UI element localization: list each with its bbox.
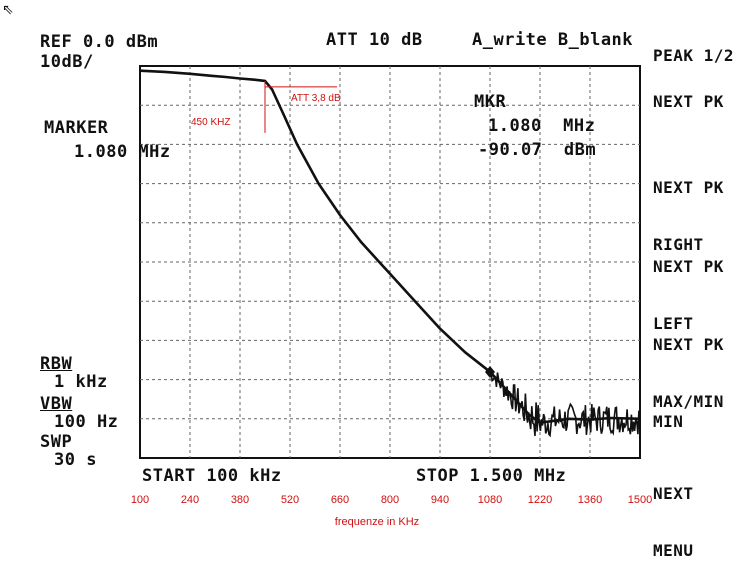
stop-frequency: STOP 1.500 MHz <box>416 466 567 486</box>
attenuation-label: ATT 10 dB <box>326 30 423 50</box>
x-tick-label: 1360 <box>578 494 602 506</box>
x-tick-label: 940 <box>431 494 449 506</box>
vbw-value: 100 Hz <box>54 412 119 432</box>
trace-group <box>139 69 641 438</box>
marker-label: MARKER <box>44 118 109 138</box>
marker-value: 1.080 MHz <box>74 142 171 162</box>
softkey-line2: LEFT <box>653 314 694 333</box>
mkr-level: -90.07 dBm <box>478 140 597 160</box>
x-tick-label: 1500 <box>628 494 652 506</box>
x-tick-label: 1220 <box>528 494 552 506</box>
vbw-label: VBW <box>40 394 73 414</box>
mkr-freq: 1.080 MHz <box>488 116 596 136</box>
softkey-line1: NEXT PK <box>653 178 724 197</box>
softkey-next-peak[interactable]: NEXT PK <box>653 54 724 130</box>
rbw-value: 1 kHz <box>54 372 108 392</box>
x-tick-label: 520 <box>281 494 299 506</box>
softkey-line2: RIGHT <box>653 235 704 254</box>
annotation-group: 450 KHZ ATT 3,8 dB <box>191 80 341 133</box>
swp-label: SWP <box>40 432 73 452</box>
softkey-next-peak-max-min[interactable]: NEXT PK MAX/MIN <box>653 297 724 430</box>
spectrum-trace <box>139 69 641 425</box>
scale-label: 10dB/ <box>40 52 94 72</box>
mouse-cursor-icon: ⇖ <box>2 2 14 18</box>
softkey-line1: NEXT PK <box>653 92 724 111</box>
softkey-next-menu[interactable]: NEXT MENU <box>653 446 694 579</box>
softkey-line2: MENU <box>653 541 694 560</box>
annotation-att-label: ATT 3,8 dB <box>291 93 341 104</box>
x-tick-label: 380 <box>231 494 249 506</box>
softkey-min[interactable]: MIN <box>653 374 683 450</box>
softkey-line1: NEXT <box>653 484 694 503</box>
x-axis-label: frequenze in KHz <box>334 516 420 528</box>
x-tick-labels: 100 240 380 520 660 800 940 1080 1220 1360 1500 <box>131 494 652 506</box>
softkey-next-peak-left[interactable]: NEXT PK LEFT <box>653 219 724 352</box>
rbw-label: RBW <box>40 354 73 374</box>
start-frequency: START 100 kHz <box>142 466 282 486</box>
annotation-freq-label: 450 KHZ <box>191 117 230 128</box>
noise-floor-trace <box>490 371 641 438</box>
x-tick-label: 1080 <box>478 494 502 506</box>
softkey-peak-menu[interactable]: PEAK 1/2 <box>653 8 734 84</box>
x-tick-label: 240 <box>181 494 199 506</box>
softkey-next-peak-right[interactable]: NEXT PK RIGHT <box>653 140 724 273</box>
softkey-line1: NEXT PK <box>653 257 724 276</box>
softkey-line2: MAX/MIN <box>653 392 724 411</box>
marker-point <box>485 366 495 379</box>
softkey-line1: PEAK 1/2 <box>653 46 735 65</box>
x-tick-label: 800 <box>381 494 399 506</box>
softkey-line1: NEXT PK <box>653 335 724 354</box>
mkr-label: MKR <box>474 92 507 112</box>
x-tick-label: 660 <box>331 494 349 506</box>
x-tick-label: 100 <box>131 494 149 506</box>
swp-value: 30 s <box>54 450 97 470</box>
ref-level-label: REF 0.0 dBm <box>40 32 159 52</box>
softkey-line1: MIN <box>653 412 684 431</box>
trace-mode-label: A_write B_blank <box>472 30 634 50</box>
plot-grid <box>139 65 641 459</box>
